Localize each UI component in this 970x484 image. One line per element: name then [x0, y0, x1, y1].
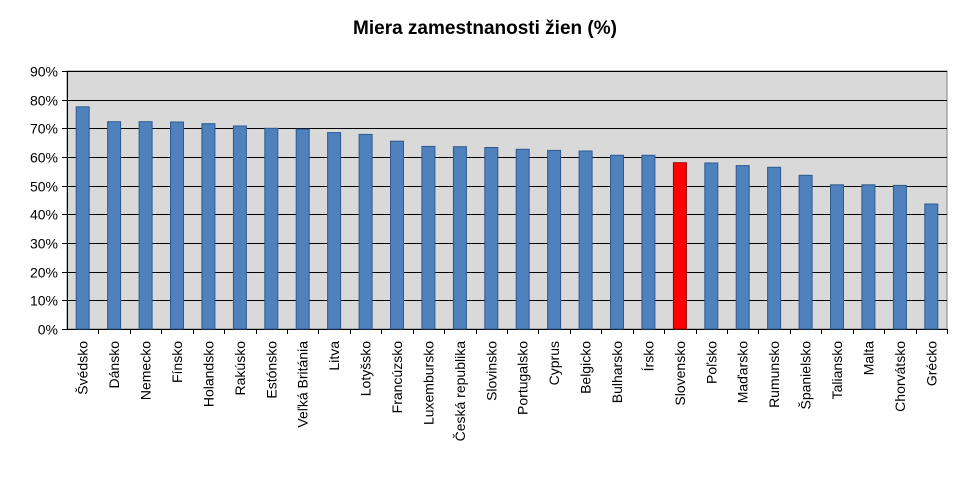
bar — [547, 149, 562, 330]
bar — [515, 148, 530, 330]
bar — [138, 121, 153, 330]
bar — [704, 162, 719, 330]
x-category-label: Rumunsko — [766, 341, 782, 408]
x-category-label: Slovensko — [672, 341, 688, 406]
x-category-label: Veľká Británia — [295, 341, 311, 428]
x-category-label: Bulharsko — [609, 341, 625, 403]
plot-area — [66, 70, 948, 330]
y-tick-label: 30% — [30, 236, 58, 252]
bar — [75, 106, 90, 330]
x-category-label: Portugalsko — [515, 341, 531, 415]
bar — [170, 121, 184, 330]
y-tick-label: 70% — [30, 121, 58, 137]
chart-title: Miera zamestnanosti žien (%) — [353, 18, 617, 39]
bar — [830, 184, 844, 330]
y-tick-label: 60% — [30, 150, 58, 166]
bar — [201, 123, 216, 330]
bar — [452, 146, 467, 330]
x-category-label: Česká republika — [452, 341, 468, 442]
y-tick-label: 20% — [30, 265, 58, 281]
x-category-label: Rakúsko — [232, 341, 248, 396]
bar — [107, 121, 122, 330]
x-category-label: Holandsko — [200, 341, 216, 407]
y-tick-label: 40% — [30, 207, 58, 223]
x-category-label: Grécko — [923, 341, 939, 386]
bar — [327, 132, 342, 330]
x-category-label: Belgicko — [578, 341, 594, 394]
x-category-label: Dánsko — [106, 341, 122, 389]
bar — [421, 145, 436, 330]
x-category-label: Španielsko — [798, 341, 814, 410]
x-category-label: Malta — [860, 341, 876, 375]
bar — [767, 166, 782, 330]
y-tick-label: 10% — [30, 293, 58, 309]
bar — [390, 140, 404, 330]
x-category-label: Írsko — [640, 341, 656, 372]
bar — [641, 154, 656, 330]
x-category-label: Taliansko — [829, 341, 845, 400]
x-category-label: Estónsko — [263, 341, 279, 399]
bar — [672, 162, 687, 330]
x-category-label: Litva — [326, 341, 342, 371]
x-category-label: Cyprus — [546, 341, 562, 385]
x-category-label: Švédsko — [75, 341, 91, 395]
bar — [924, 203, 939, 330]
x-category-label: Lotyšsko — [358, 341, 374, 396]
bar — [610, 154, 624, 330]
x-category-label: Fínsko — [169, 341, 185, 383]
x-category-label: Chorvátsko — [892, 341, 908, 412]
x-category-label: Luxembursko — [420, 341, 436, 425]
y-tick-label: 80% — [30, 93, 58, 109]
bar — [892, 184, 907, 330]
x-category-label: Maďarsko — [735, 341, 751, 404]
y-tick-label: 50% — [30, 179, 58, 195]
bar — [798, 174, 813, 330]
x-category-label: Poľsko — [703, 341, 719, 384]
x-category-label: Francúzsko — [389, 341, 405, 414]
bar — [578, 150, 593, 330]
bar — [484, 147, 499, 330]
bar — [232, 125, 247, 330]
x-category-label: Nemecko — [138, 341, 154, 400]
bar — [861, 184, 876, 330]
x-category-label: Slovinsko — [483, 341, 499, 401]
y-tick-label: 0% — [38, 322, 58, 338]
bar — [295, 128, 310, 330]
bar — [358, 133, 373, 330]
bar — [735, 165, 750, 330]
y-tick-label: 90% — [30, 64, 58, 80]
bar — [264, 127, 279, 330]
